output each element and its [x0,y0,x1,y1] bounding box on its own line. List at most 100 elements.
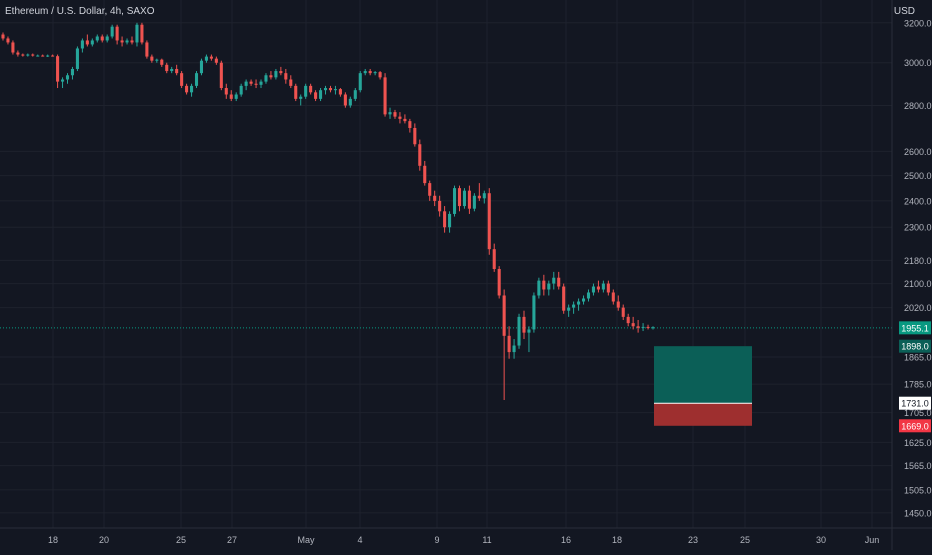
price-tick-label: 2020.0 [904,303,932,313]
candle-body [309,85,313,93]
date-tick-label: 18 [612,535,622,545]
currency-label: USD [893,6,915,17]
candle-body [413,127,417,145]
candle-body [319,90,323,99]
candle-body [457,188,462,207]
candle-body [363,71,367,74]
price-tick-label: 3000.0 [904,58,932,68]
price-tick-label: 2500.0 [904,171,932,181]
candle-body [487,193,491,250]
stop-price-label: 1669.0 [901,421,929,431]
candle-body [502,295,506,336]
candle-body [125,40,129,43]
candle-body [110,26,114,37]
candle-body [537,280,541,296]
candle-body [90,40,94,45]
candle-body [185,85,189,93]
candle-body [358,73,362,91]
candle-body [284,73,288,80]
candle-body [65,75,70,80]
candle-body [120,40,124,43]
candle-body [21,54,25,56]
date-tick-label: May [297,535,315,545]
candle-body [433,195,437,201]
entry-price-label-bg [899,339,931,353]
price-axis[interactable]: 3200.0 3000.0 2800.0 2600.0 2500.0 2400.0 2300… [891,0,932,550]
candle-body [378,72,382,78]
candle-body [16,52,20,55]
candle-body [567,307,571,311]
candle-body [294,85,298,99]
date-tick-label: 30 [816,535,826,545]
candle-body [586,292,591,299]
date-tick-label: 18 [48,535,58,545]
candle-body [160,59,164,65]
candle-body [80,40,84,49]
candle-body [611,292,615,302]
candle-body [393,112,397,117]
candle-body [368,71,372,74]
candle-body [254,83,258,85]
candle-body [562,286,566,311]
candle-body [333,89,337,91]
candle-body [328,88,333,91]
date-tick-label: 25 [740,535,750,545]
date-tick-label: 23 [688,535,698,545]
candle-body [497,269,501,296]
candle-body [527,329,531,333]
candle-body [46,55,50,57]
candle-body [616,301,620,308]
candle-body [289,79,293,86]
date-tick-label: 9 [434,535,439,545]
entry-price-label: 1898.0 [901,342,929,352]
candle-body [443,211,447,228]
candle-body [557,277,561,287]
candle-body [403,118,407,122]
date-tick-label: 16 [561,535,571,545]
candle-body [11,42,15,53]
candle-body [388,112,392,115]
candle-body [577,301,581,305]
candle-body [428,183,432,196]
candle-body [199,60,204,74]
candle-body [631,323,635,327]
candle-body [373,72,377,74]
date-tick-label: Jun [865,535,880,545]
price-labels: 1955.1 1898.0 1731.0 1669.0 [899,321,931,433]
candle-body [165,64,169,72]
candle-body [155,59,159,61]
candle-body [204,56,208,61]
price-tick-label: 2180.0 [904,256,932,266]
price-tick-label: 1785.0 [904,380,932,390]
candle-body [145,42,149,57]
price-tick-label: 2100.0 [904,279,932,289]
position-zones[interactable] [654,346,752,426]
candle-body [175,68,179,74]
candle-body [51,55,55,57]
candle-body [61,79,65,82]
candle-body [105,36,109,41]
candle-body [338,89,342,95]
price-tick-label: 2600.0 [904,147,932,157]
candle-body [304,85,308,97]
candle-body [591,286,595,293]
candle-body [641,326,645,328]
candle-body [626,316,630,324]
candle-body [140,24,144,43]
candle-body [70,68,75,76]
candle-body [353,90,357,99]
candle-body [214,58,218,63]
time-axis[interactable]: 18 20 25 27 May 4 9 11 16 18 23 25 30 Jun [0,527,932,545]
stop-zone [654,403,752,426]
candle-body [477,195,481,199]
candle-body [170,68,174,72]
candle-body [606,283,610,293]
price-tick-label: 2400.0 [904,196,932,206]
candle-body [547,283,551,290]
candle-body [398,116,402,119]
candle-body [423,165,427,184]
candle-body [209,56,213,59]
